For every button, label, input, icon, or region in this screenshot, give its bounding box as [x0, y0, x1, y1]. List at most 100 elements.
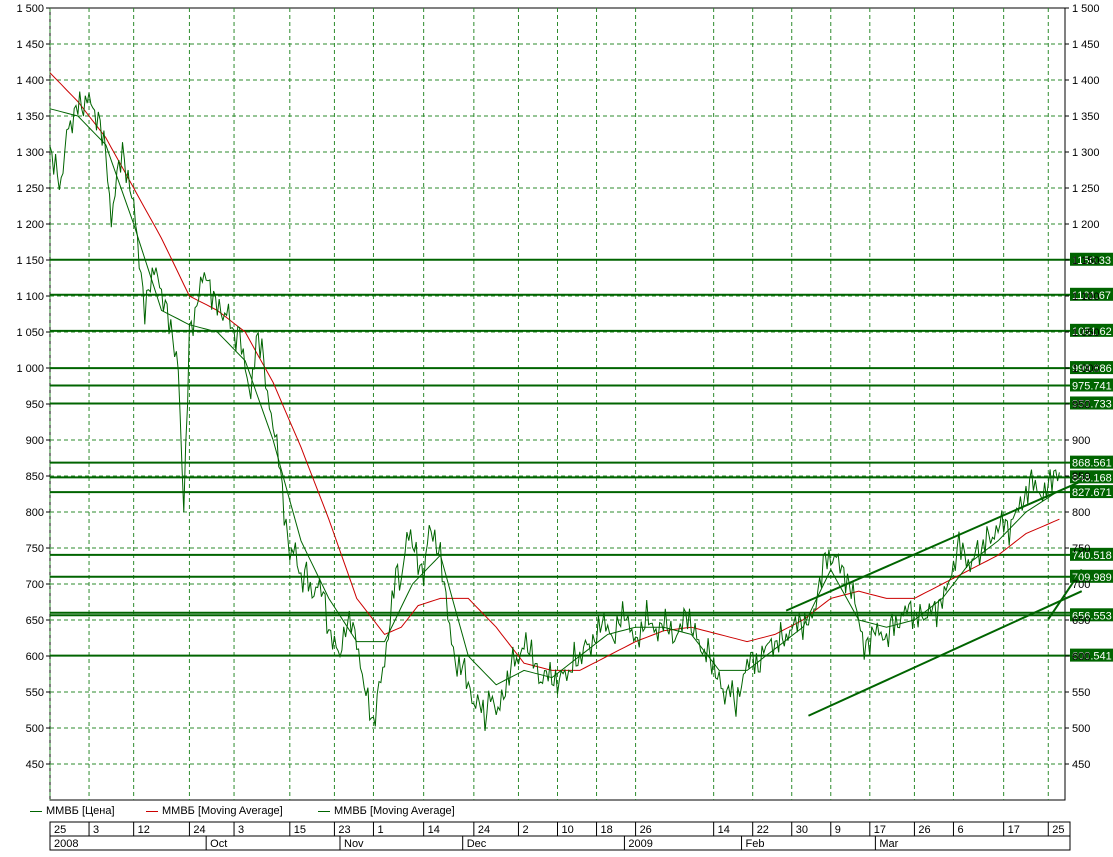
y-tick-label: 1 150 [1072, 255, 1100, 267]
level-label: 1101.67 [1072, 290, 1111, 302]
x-day-label: 24 [478, 824, 490, 836]
level-label-box [1070, 252, 1113, 266]
y-axis-left: 450 500 550 600 650 700 750 800 850 900 950 1 000 1 … [16, 3, 50, 771]
legend: ММВБ [Цена] ММВБ [Moving Average] ММВБ [… [0, 802, 1113, 820]
y-tick-label: 1 350 [16, 111, 44, 123]
x-month-label: 2009 [628, 838, 652, 850]
y-tick-label: 1 050 [16, 327, 44, 339]
y-tick-label: 1 500 [16, 3, 44, 15]
x-day-label: 17 [1008, 824, 1020, 836]
level-label: 740.518 [1072, 550, 1112, 562]
y-tick-label: 900 [1072, 435, 1090, 447]
level-label-box [1070, 396, 1113, 410]
level-label: 1150.33 [1072, 255, 1111, 267]
y-tick-label: 700 [26, 579, 44, 591]
level-label-box [1070, 648, 1113, 662]
y-tick-label: 500 [1072, 723, 1090, 735]
y-tick-label: 950 [26, 399, 44, 411]
y-tick-label: 450 [1072, 759, 1090, 771]
y-tick-label: 1 250 [16, 183, 44, 195]
x-month-label: Mar [879, 838, 898, 850]
y-tick-label: 550 [26, 687, 44, 699]
level-label: 709.989 [1072, 572, 1112, 584]
x-day-label: 6 [957, 824, 963, 836]
x-day-label: 1 [377, 824, 383, 836]
y-tick-label: 500 [26, 723, 44, 735]
trendlines [785, 480, 1083, 717]
level-label-box [1070, 361, 1113, 375]
trendline [785, 480, 1083, 612]
x-day-label: 14 [718, 824, 730, 836]
level-label-box [1070, 287, 1113, 301]
level-label: 868.561 [1072, 458, 1112, 470]
level-label: 600.541 [1072, 651, 1112, 663]
y-tick-label: 1 250 [1072, 183, 1100, 195]
level-label-box [1070, 455, 1113, 469]
x-day-label: 14 [428, 824, 440, 836]
x-day-label: 17 [874, 824, 886, 836]
y-tick-label: 1 150 [16, 255, 44, 267]
level-label: 950.733 [1072, 398, 1112, 410]
level-label-box [1070, 485, 1113, 499]
x-day-label: 9 [835, 824, 841, 836]
level-label-box [1070, 323, 1113, 337]
x-day-label: 18 [601, 824, 613, 836]
y-tick-label: 1 300 [16, 147, 44, 159]
y-tick-label: 850 [26, 471, 44, 483]
x-day-label: 15 [294, 824, 306, 836]
y-tick-label: 750 [1072, 543, 1090, 555]
level-label: 827.671 [1072, 487, 1112, 499]
x-day-label: 12 [138, 824, 150, 836]
level-label: 975.741 [1072, 380, 1112, 392]
y-tick-label: 1 100 [1072, 291, 1100, 303]
trendline [808, 590, 1083, 717]
x-day-label: 3 [93, 824, 99, 836]
level-label-box [1070, 569, 1113, 583]
x-axis: 25 3 12 24 3 15 23 1 14 24 2 10 18 26 14 22 30 9 17 26 6 17 25… [49, 821, 1071, 851]
y-axis-right: 450 500 550 600 650 700 750 800 850 900 950 1 000 1 … [1065, 3, 1100, 771]
x-month-label: Nov [344, 838, 364, 850]
level-label: 848.168 [1072, 472, 1112, 484]
y-tick-label: 1 000 [1072, 363, 1100, 375]
y-tick-label: 1 000 [16, 363, 44, 375]
y-tick-label: 1 450 [1072, 39, 1100, 51]
y-tick-label: 800 [1072, 507, 1090, 519]
y-tick-label: 1 400 [16, 75, 44, 87]
x-month-label: Feb [746, 838, 765, 850]
x-axis-months-box [49, 835, 1071, 851]
y-tick-label: 1 350 [1072, 111, 1100, 123]
y-tick-label: 700 [1072, 579, 1090, 591]
x-month-label: 2008 [54, 838, 78, 850]
y-tick-label: 1 500 [1072, 3, 1100, 15]
y-tick-label: 950 [1072, 399, 1090, 411]
y-tick-label: 900 [26, 435, 44, 447]
x-day-label: 22 [757, 824, 769, 836]
x-day-label: 24 [193, 824, 205, 836]
y-tick-label: 600 [1072, 651, 1090, 663]
level-label-box [1070, 378, 1113, 392]
x-day-label: 3 [238, 824, 244, 836]
x-day-label: 2 [522, 824, 528, 836]
level-label-box [1070, 470, 1113, 484]
x-day-label: 30 [796, 824, 808, 836]
level-label: 656.553 [1072, 610, 1112, 622]
y-tick-label: 1 100 [16, 291, 44, 303]
level-label: 1051.62 [1072, 326, 1112, 338]
y-tick-label: 1 200 [1072, 219, 1100, 231]
x-day-label: 10 [562, 824, 574, 836]
legend-item-price: ММВБ [Цена] [30, 805, 115, 817]
x-day-label: 25 [1052, 824, 1064, 836]
x-day-label: 26 [640, 824, 652, 836]
legend-item-ma-green: ММВБ [Moving Average] [318, 805, 455, 817]
level-label-box [1070, 608, 1113, 622]
y-tick-label: 1 300 [1072, 147, 1100, 159]
x-day-label: 25 [54, 824, 66, 836]
y-tick-label: 1 050 [1072, 327, 1100, 339]
y-tick-label: 1 200 [16, 219, 44, 231]
trendline [1047, 569, 1083, 620]
series [49, 72, 1060, 731]
level-label-box [1070, 547, 1113, 561]
y-tick-label: 550 [1072, 687, 1090, 699]
y-tick-label: 800 [26, 507, 44, 519]
